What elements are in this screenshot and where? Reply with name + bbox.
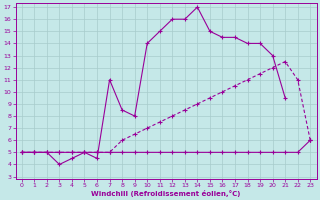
X-axis label: Windchill (Refroidissement éolien,°C): Windchill (Refroidissement éolien,°C) bbox=[91, 190, 241, 197]
